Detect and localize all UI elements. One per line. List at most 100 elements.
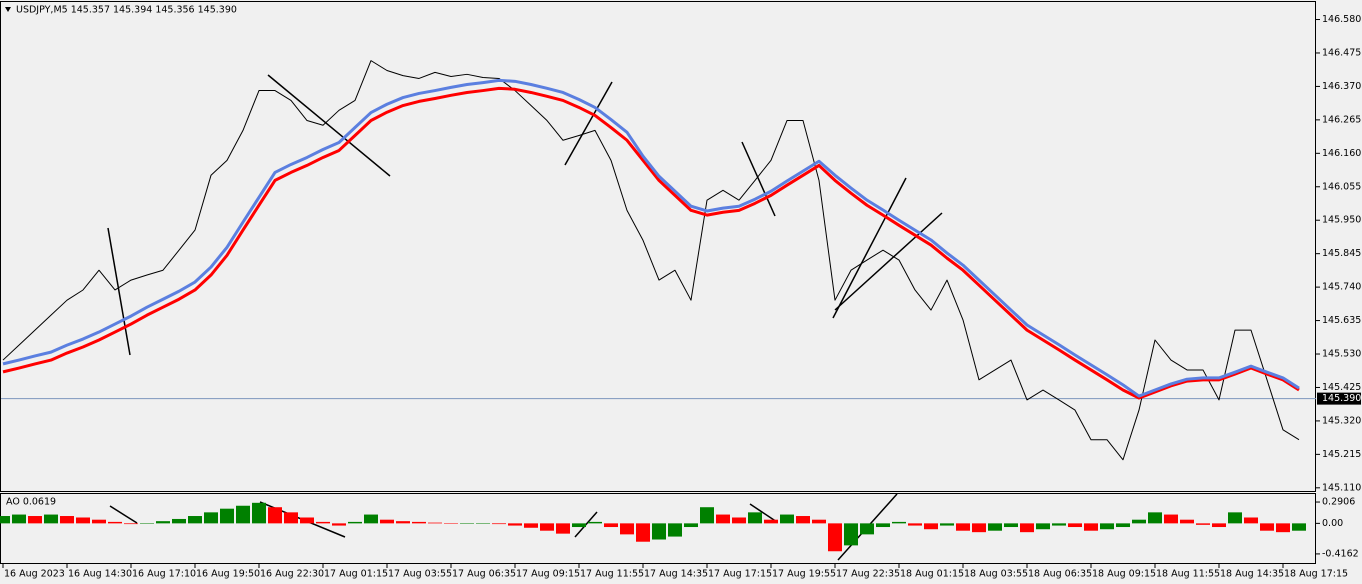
- ao-bar: [28, 516, 42, 524]
- y-tick-label: 145.215: [1322, 449, 1361, 460]
- x-tick-label: 17 Aug 17:15: [708, 569, 772, 580]
- ao-bar: [108, 521, 122, 524]
- x-tick-label: 17 Aug 19:55: [772, 569, 836, 580]
- ao-bar: [0, 516, 10, 524]
- ao-bar: [828, 523, 842, 552]
- ao-bar: [796, 516, 810, 524]
- y-tick-label: 146.265: [1322, 114, 1361, 125]
- x-tick-label: 18 Aug 09:15: [1092, 569, 1156, 580]
- x-tick-label: 17 Aug 09:15: [516, 569, 580, 580]
- ao-bar: [924, 523, 938, 530]
- y-tick-label: 145.635: [1322, 315, 1361, 326]
- ao-bar: [1004, 523, 1018, 528]
- ao-title: AO 0.0619: [6, 497, 56, 508]
- ao-bar: [316, 521, 330, 524]
- y-tick-label: 146.370: [1322, 81, 1361, 92]
- ao-bar: [92, 519, 106, 524]
- ao-bar: [60, 516, 74, 524]
- y-tick-label: 146.580: [1322, 14, 1361, 25]
- ao-bar: [444, 523, 458, 524]
- ao-bar: [140, 523, 154, 524]
- ao-bar: [236, 505, 250, 524]
- y-tick-label: 145.845: [1322, 248, 1361, 259]
- ao-bar: [1020, 523, 1034, 533]
- x-tick-label: 17 Aug 14:35: [644, 569, 708, 580]
- ao-bar: [1036, 523, 1050, 530]
- ao-bar: [860, 523, 874, 535]
- x-tick-label: 16 Aug 17:10: [132, 569, 196, 580]
- ao-bar: [764, 519, 778, 524]
- trendline: [107, 227, 131, 356]
- ao-bar: [508, 523, 522, 526]
- ao-bar: [1100, 523, 1114, 530]
- y-tick-label: 145.320: [1322, 415, 1361, 426]
- ao-bar: [172, 518, 186, 524]
- ao-bar: [572, 523, 586, 528]
- trendline: [109, 505, 138, 524]
- ao-bar: [364, 514, 378, 524]
- trendline: [741, 141, 776, 217]
- ao-bar: [972, 523, 986, 533]
- last-price-label: 145.390: [1322, 393, 1361, 404]
- y-tick-label: 145.950: [1322, 215, 1361, 226]
- ao-bar: [540, 523, 554, 531]
- ao-bar: [940, 523, 954, 526]
- y-tick-label: 145.110: [1322, 482, 1361, 493]
- ao-bar: [1276, 523, 1290, 533]
- trendline: [832, 177, 907, 319]
- ao-bar: [156, 521, 170, 524]
- main-panel: [0, 1, 1316, 492]
- ao-bar: [76, 517, 90, 524]
- x-tick-label: 18 Aug 17:15: [1284, 569, 1348, 580]
- ao-bar: [588, 521, 602, 524]
- x-tick-label: 18 Aug 01:15: [900, 569, 964, 580]
- ao-bar: [620, 523, 634, 535]
- ao-bar: [780, 514, 794, 524]
- ao-bar: [476, 523, 490, 524]
- ao-bar: [684, 523, 698, 528]
- ao-bar: [908, 523, 922, 526]
- ao-bar: [700, 507, 714, 524]
- ao-bar: [1244, 517, 1258, 524]
- ao-bar: [188, 516, 202, 524]
- y-tick-label: -0.4162: [1322, 548, 1359, 559]
- y-tick-label: 0.2906: [1322, 497, 1355, 508]
- ao-bar: [12, 514, 26, 524]
- x-tick-label: 16 Aug 2023: [4, 569, 65, 580]
- ao-bar: [1196, 523, 1210, 525]
- x-tick-label: 16 Aug 14:30: [68, 569, 132, 580]
- y-tick-label: 146.055: [1322, 181, 1361, 192]
- x-tick-label: 17 Aug 03:55: [388, 569, 452, 580]
- price-line: [2, 78, 1300, 398]
- y-tick-label: 145.425: [1322, 382, 1361, 393]
- trendline: [564, 81, 613, 166]
- ao-bar: [1116, 523, 1130, 528]
- x-tick-label: 16 Aug 19:50: [196, 569, 260, 580]
- ao-bar: [668, 523, 682, 537]
- y-tick-label: 146.160: [1322, 148, 1361, 159]
- ao-bar: [396, 521, 410, 524]
- x-tick-label: 18 Aug 06:35: [1028, 569, 1092, 580]
- trendline: [267, 74, 391, 177]
- ao-bar: [812, 519, 826, 524]
- x-tick-label: 17 Aug 01:15: [324, 569, 388, 580]
- ao-bar: [892, 521, 906, 524]
- x-tick-label: 17 Aug 11:55: [580, 569, 644, 580]
- ao-bar: [716, 514, 730, 524]
- ao-bar: [1164, 514, 1178, 524]
- price-line: [2, 60, 1300, 461]
- ao-bar: [1052, 523, 1066, 526]
- menu-arrow: [5, 7, 11, 12]
- trendlines: [107, 74, 943, 561]
- y-tick-label: 145.740: [1322, 282, 1361, 293]
- ao-bar: [1068, 523, 1082, 528]
- ao-bar: [1180, 519, 1194, 524]
- ao-bar: [652, 523, 666, 540]
- ao-bar: [492, 523, 506, 525]
- ao-bar: [284, 512, 298, 524]
- ao-bar: [428, 522, 442, 524]
- price-line: [2, 86, 1300, 400]
- x-tick-label: 18 Aug 14:35: [1220, 569, 1284, 580]
- ao-bar: [460, 523, 474, 524]
